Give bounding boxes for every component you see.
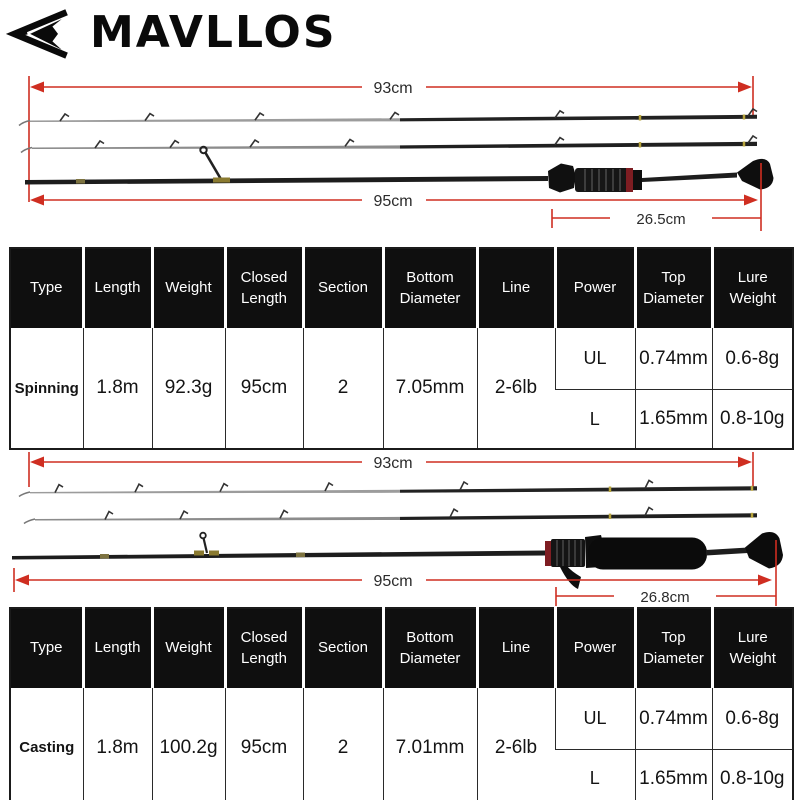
cell-length: 1.8m (82, 688, 152, 800)
table-header-row: Type Length Weight Closed Length Section… (10, 608, 793, 688)
eva-handle (588, 537, 707, 570)
rod-tip-section-1 (18, 107, 758, 127)
header-lure-weight: Lure Weight (710, 248, 793, 328)
header-power: Power (553, 608, 635, 688)
header-bottom-diameter: Bottom Diameter (381, 248, 477, 328)
top-section-length-label: 93cm (373, 80, 412, 97)
header-length: Length (81, 248, 152, 328)
header-section: Section (301, 608, 383, 688)
dimension-93cm-casting (28, 452, 754, 489)
rod-tip-section-1 (18, 479, 757, 498)
spinning-reel-seat (548, 163, 642, 193)
header-type: Type (10, 248, 83, 328)
cell-line: 2-6lb (476, 328, 555, 449)
cell-lure-weight-ul: 0.6-8g (711, 328, 793, 390)
spinning-rod-diagram: 93cm (18, 76, 774, 231)
table-row: L 1.65mm 0.8-10g (10, 389, 793, 449)
cell-type: Casting (10, 688, 83, 800)
handle-length-label: 26.5cm (636, 211, 685, 228)
table-row: Spinning 1.8m 92.3g 95cm 2 7.05mm 2-6lb … (10, 328, 793, 449)
dimension-95cm-casting (13, 540, 777, 606)
rod-butt-section-casting (12, 531, 783, 589)
cell-top-diameter-l: 1.65mm (634, 389, 712, 449)
cell-type: Spinning (10, 328, 83, 449)
cell-weight: 92.3g (151, 328, 225, 449)
total-length-label: 95cm (373, 573, 412, 590)
header-power: Power (553, 248, 635, 328)
handle-length-label: 26.8cm (640, 589, 689, 606)
rod-tip-section-2 (23, 506, 757, 525)
dimension-26-8cm (555, 587, 776, 606)
cell-power-ul: UL (554, 328, 635, 390)
total-length-label: 95cm (373, 193, 412, 210)
header-top-diameter: Top Diameter (633, 248, 712, 328)
top-section-length-label: 93cm (373, 455, 412, 472)
table-row: Casting 1.8m 100.2g 95cm 2 7.01mm 2-6lb … (10, 688, 793, 800)
dimension-93cm-spinning (28, 76, 754, 202)
mavllos-fish-arrow-icon (6, 9, 68, 59)
dimension-26-5cm (551, 209, 761, 228)
cell-top-diameter-ul: 0.74mm (634, 328, 712, 390)
table-row: L 1.65mm 0.8-10g (10, 749, 793, 800)
cell-weight: 100.2g (151, 688, 225, 800)
casting-spec-table: Type Length Weight Closed Length Section… (9, 607, 794, 800)
table-header-row: Type Length Weight Closed Length Section… (10, 248, 793, 328)
dimension-95cm-spinning (30, 163, 762, 231)
header-weight: Weight (150, 608, 225, 688)
cell-bottom-diameter: 7.01mm (382, 688, 477, 800)
cell-bottom-diameter: 7.05mm (382, 328, 477, 449)
cell-line: 2-6lb (476, 688, 555, 800)
header-top-diameter: Top Diameter (633, 608, 712, 688)
cell-section: 2 (302, 688, 383, 800)
header-line: Line (475, 608, 555, 688)
header-type: Type (10, 608, 83, 688)
casting-rod-diagram: 93cm (12, 452, 783, 606)
rod-tip-section-2 (20, 134, 758, 154)
header-closed-length: Closed Length (223, 608, 303, 688)
header-lure-weight: Lure Weight (710, 608, 793, 688)
header-bottom-diameter: Bottom Diameter (381, 608, 477, 688)
cell-lure-weight-l: 0.8-10g (711, 389, 793, 449)
cell-closed-length: 95cm (224, 328, 303, 449)
cell-power-l: L (555, 749, 635, 800)
cell-power-l: L (555, 389, 635, 449)
header-section: Section (301, 248, 383, 328)
cell-closed-length: 95cm (224, 688, 303, 800)
header-line: Line (475, 248, 555, 328)
cell-length: 1.8m (82, 328, 152, 449)
cell-top-diameter-ul: 0.74mm (634, 688, 712, 750)
header-closed-length: Closed Length (223, 248, 303, 328)
cell-lure-weight-ul: 0.6-8g (711, 688, 793, 750)
cell-power-ul: UL (554, 688, 635, 750)
header-length: Length (81, 608, 152, 688)
cell-section: 2 (302, 328, 383, 449)
rod-butt-section-spinning (25, 145, 774, 193)
cell-lure-weight-l: 0.8-10g (711, 749, 793, 800)
spinning-spec-table: Type Length Weight Closed Length Section… (9, 247, 794, 450)
cell-top-diameter-l: 1.65mm (634, 749, 712, 800)
brand-logo: MAVLLOS (6, 4, 337, 62)
brand-wordmark: MAVLLOS (90, 7, 337, 58)
header-weight: Weight (150, 248, 225, 328)
